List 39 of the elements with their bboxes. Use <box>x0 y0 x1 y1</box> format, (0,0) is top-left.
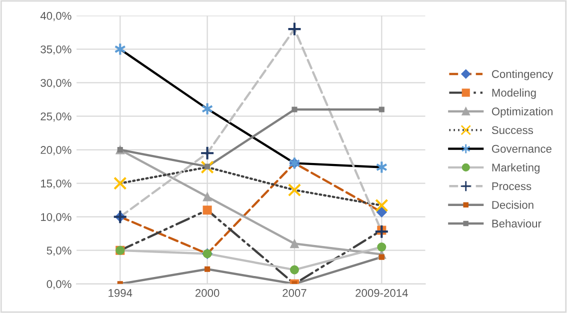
legend-label: Modeling <box>492 88 536 99</box>
point <box>204 164 210 170</box>
legend-label: Behaviour <box>492 219 542 228</box>
y-tick-label: 20,0% <box>40 146 72 156</box>
point <box>378 106 384 112</box>
y-tick-label: 5,0% <box>46 246 72 256</box>
point <box>287 22 302 36</box>
x-tick-label: 2000 <box>196 289 220 297</box>
y-tick-label: 35,0% <box>40 45 72 55</box>
point <box>200 146 215 160</box>
legend-label: Optimization <box>492 107 552 118</box>
legend-label: Process <box>492 182 532 190</box>
point <box>292 106 298 112</box>
point <box>377 242 386 252</box>
legend-label: Decision <box>492 200 534 209</box>
x-tick-label: 1994 <box>108 289 132 297</box>
legend-label: Governance <box>492 144 552 153</box>
point <box>375 198 388 212</box>
legend-label: Marketing <box>492 163 540 174</box>
legend-label: Success <box>492 126 534 134</box>
y-tick-label: 0,0% <box>46 280 72 290</box>
point <box>200 160 214 174</box>
y-tick-label: 10,0% <box>41 213 72 222</box>
y-tick-label: 30,0% <box>40 78 72 88</box>
point <box>290 265 300 274</box>
y-tick-label: 15,0% <box>41 180 72 189</box>
point <box>204 266 210 272</box>
y-tick-label: 40,0% <box>40 12 72 22</box>
point <box>376 206 387 218</box>
point <box>202 206 212 215</box>
y-tick-label: 25,0% <box>40 112 72 122</box>
point <box>374 224 389 239</box>
legend-label: Contingency <box>492 70 554 80</box>
point <box>202 192 212 202</box>
point <box>290 239 300 248</box>
x-tick-label: 2007 <box>282 289 306 297</box>
x-tick-label: 2009-2014 <box>356 289 408 297</box>
point <box>288 183 302 197</box>
point <box>114 176 127 190</box>
